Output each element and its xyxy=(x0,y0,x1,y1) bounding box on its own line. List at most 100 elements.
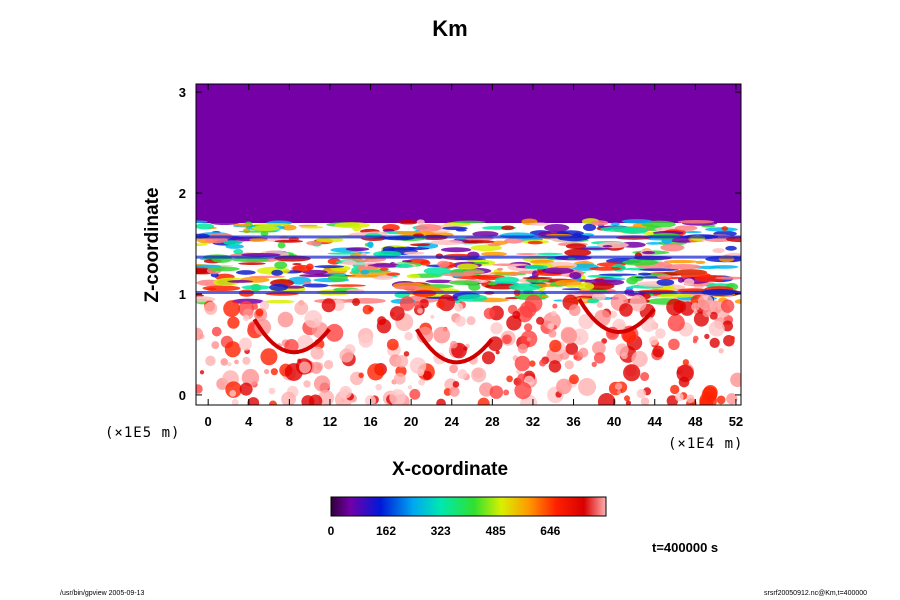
field-patch xyxy=(501,225,515,231)
field-patch xyxy=(367,263,402,268)
field-patch xyxy=(242,356,251,365)
field-patch xyxy=(398,220,418,225)
field-patch xyxy=(239,382,253,396)
field-patch xyxy=(551,310,557,317)
field-patch xyxy=(310,361,323,374)
field-patch xyxy=(664,264,702,270)
field-patch xyxy=(283,285,305,289)
field-patch xyxy=(453,258,487,261)
colorbar-tick-label: 646 xyxy=(540,524,560,538)
field-patch xyxy=(306,240,322,246)
field-patch xyxy=(274,261,288,270)
field-patch xyxy=(522,276,553,280)
field-patch xyxy=(436,300,445,309)
field-patch xyxy=(457,369,468,380)
field-patch xyxy=(345,262,376,265)
field-patch xyxy=(600,226,639,232)
field-patch xyxy=(281,224,297,231)
turbulent-mixed-layer xyxy=(196,217,741,305)
field-patch xyxy=(487,243,502,247)
x-axis-label: X-coordinate xyxy=(391,459,509,480)
field-patch xyxy=(725,245,737,251)
field-patch xyxy=(709,337,720,349)
field-patch xyxy=(704,227,738,232)
field-patch xyxy=(199,370,205,375)
field-patch xyxy=(418,378,426,386)
field-patch xyxy=(196,243,208,247)
field-patch xyxy=(393,372,406,385)
field-patch xyxy=(454,302,464,312)
field-patch xyxy=(676,364,694,383)
field-patch xyxy=(202,285,241,292)
field-patch xyxy=(253,223,291,226)
field-patch xyxy=(453,220,486,224)
field-patch xyxy=(409,388,421,400)
field-patch xyxy=(529,360,536,367)
field-patch xyxy=(352,298,360,306)
field-patch xyxy=(466,316,476,326)
field-patch xyxy=(535,252,564,256)
field-patch xyxy=(471,367,487,383)
field-patch xyxy=(440,247,472,253)
field-patch xyxy=(645,242,663,245)
field-patch xyxy=(457,294,488,302)
field-patch xyxy=(496,267,504,271)
field-patch xyxy=(368,306,374,312)
field-patch xyxy=(233,248,244,255)
field-patch xyxy=(648,335,659,346)
field-patch xyxy=(477,276,501,281)
field-patch xyxy=(524,264,548,270)
field-patch xyxy=(598,273,638,276)
upper-uniform-region xyxy=(196,84,741,223)
field-patch xyxy=(414,223,442,232)
field-patch xyxy=(548,360,562,373)
field-patch xyxy=(697,294,714,311)
field-patch xyxy=(227,362,232,367)
colorbar-ticks: 0 162 323 485 646 xyxy=(328,524,561,538)
field-patch xyxy=(269,283,289,292)
field-patch xyxy=(292,264,312,273)
x-tick-label: 48 xyxy=(688,414,702,429)
field-patch xyxy=(656,274,673,279)
field-patch xyxy=(656,278,675,286)
field-patch xyxy=(389,389,406,405)
field-patch xyxy=(517,343,528,354)
field-band xyxy=(196,235,741,239)
field-patch xyxy=(231,398,239,405)
field-patch xyxy=(299,361,311,374)
field-patch xyxy=(709,311,718,320)
field-patch xyxy=(468,283,481,291)
field-patch xyxy=(396,231,435,236)
field-patch xyxy=(593,352,606,364)
field-patch xyxy=(549,339,562,353)
field-patch xyxy=(452,380,460,388)
field-patch xyxy=(730,336,735,341)
field-patch xyxy=(277,242,286,249)
colorbar-tick-label: 485 xyxy=(486,524,506,538)
field-patch xyxy=(379,267,389,271)
field-patch xyxy=(539,359,547,367)
field-patch xyxy=(642,251,655,255)
field-patch xyxy=(637,272,652,276)
field-patch xyxy=(622,259,659,266)
field-patch xyxy=(666,298,684,316)
field-patch xyxy=(623,395,631,402)
field-patch xyxy=(726,393,738,405)
field-patch xyxy=(242,314,250,322)
field-patch xyxy=(508,283,541,291)
field-patch xyxy=(554,265,575,269)
colorbar-tick-label: 162 xyxy=(376,524,396,538)
field-patch xyxy=(303,380,311,388)
field-patch xyxy=(436,398,446,405)
field-patch xyxy=(463,270,485,274)
field-patch xyxy=(552,303,558,309)
field-patch xyxy=(494,276,520,284)
field-patch xyxy=(314,265,345,269)
field-patch xyxy=(569,374,579,385)
field-patch xyxy=(456,263,479,270)
field-patch xyxy=(536,316,545,325)
field-patch xyxy=(640,397,650,405)
field-patch xyxy=(548,329,557,338)
